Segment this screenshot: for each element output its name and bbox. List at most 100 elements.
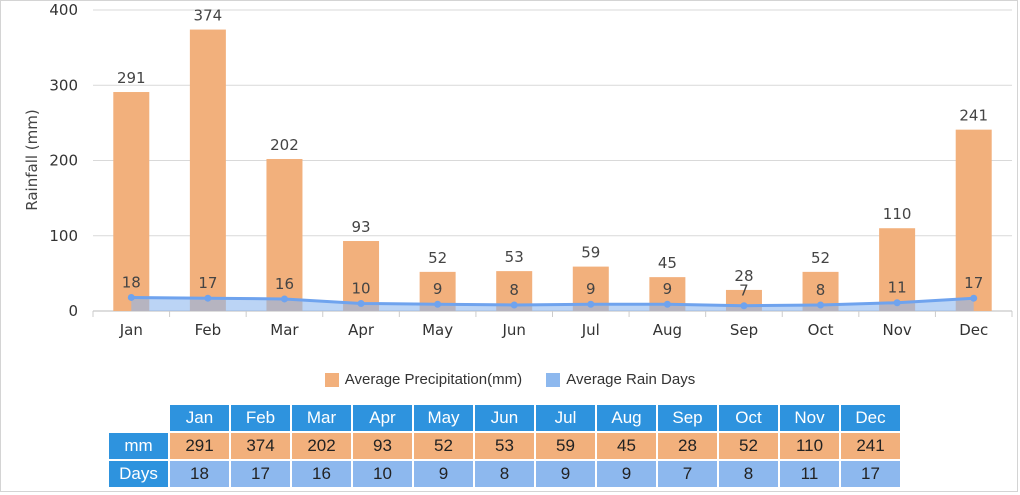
y-tick-label: 300 xyxy=(49,76,78,94)
rain-days-data-label: 8 xyxy=(509,281,519,299)
table-header-cell: Oct xyxy=(719,405,778,431)
table-cell-mm: 241 xyxy=(841,433,900,459)
table-cell-days: 18 xyxy=(170,461,229,487)
table-cell-days: 9 xyxy=(414,461,473,487)
table-cell-days: 17 xyxy=(841,461,900,487)
x-tick-label: Jul xyxy=(581,321,600,339)
gridlines xyxy=(92,9,1013,317)
precipitation-data-label: 93 xyxy=(351,218,370,236)
precipitation-data-label: 59 xyxy=(581,244,600,262)
table-cell-days: 11 xyxy=(780,461,839,487)
table-cell-mm: 53 xyxy=(475,433,534,459)
precipitation-swatch xyxy=(324,372,339,387)
y-tick-label: 400 xyxy=(49,1,78,19)
precipitation-data-labels: 291 374 202 93 52 53 59 45 28 52 110 241 xyxy=(117,7,988,285)
rain-days-point xyxy=(893,299,901,307)
table-cell-mm: 28 xyxy=(658,433,717,459)
legend-item-rain-days[interactable]: Average Rain Days xyxy=(546,371,695,388)
table-header-cell: Feb xyxy=(231,405,290,431)
table-cell-mm: 291 xyxy=(170,433,229,459)
precipitation-data-label: 374 xyxy=(194,7,223,25)
rain-days-data-label: 9 xyxy=(586,280,596,298)
rain-days-line xyxy=(131,295,974,308)
precipitation-data-label: 53 xyxy=(505,248,524,266)
x-tick-label: Aug xyxy=(653,321,682,339)
rain-days-point xyxy=(357,299,365,307)
table-cell-days: 10 xyxy=(353,461,412,487)
table-cell-days: 8 xyxy=(475,461,534,487)
precipitation-data-label: 52 xyxy=(811,249,830,267)
table-cell-days: 16 xyxy=(292,461,351,487)
rain-days-point xyxy=(510,301,518,309)
x-tick-label: Jan xyxy=(119,321,143,339)
table-cell-mm: 59 xyxy=(536,433,595,459)
precipitation-data-label: 110 xyxy=(883,205,912,223)
legend-item-precipitation[interactable]: Average Precipitation(mm) xyxy=(324,371,523,388)
table-header-cell: Jun xyxy=(475,405,534,431)
legend-label-precipitation: Average Precipitation(mm) xyxy=(344,371,523,388)
rain-days-point xyxy=(740,302,748,310)
rain-days-point xyxy=(280,295,288,303)
table-cell-mm: 52 xyxy=(719,433,778,459)
x-tick-label: Mar xyxy=(270,321,299,339)
rain-days-data-labels: 18 17 16 10 9 8 9 9 7 8 11 17 xyxy=(122,273,984,299)
table-header-cell: Jan xyxy=(170,405,229,431)
x-axis-ticks: Jan Feb Mar Apr May Jun Jul Aug Sep Oct Nov Dec xyxy=(119,321,988,339)
rain-days-area-fill xyxy=(131,297,974,311)
table-cell-mm: 374 xyxy=(231,433,290,459)
rain-days-data-label: 11 xyxy=(888,279,907,297)
precipitation-data-label: 241 xyxy=(959,107,988,125)
x-tick-label: Apr xyxy=(348,321,375,339)
table-row-days: Days 18 17 16 10 9 8 9 9 7 8 11 17 xyxy=(109,461,900,487)
rain-days-data-label: 10 xyxy=(351,279,370,297)
table-header-row: Jan Feb Mar Apr May Jun Jul Aug Sep Oct Nov Dec xyxy=(109,405,900,431)
legend: Average Precipitation(mm) Average Rain D… xyxy=(0,371,1020,391)
legend-label-rain-days: Average Rain Days xyxy=(566,371,696,388)
x-tick-label: Dec xyxy=(959,321,988,339)
rain-days-swatch xyxy=(546,372,561,387)
rain-days-data-label: 7 xyxy=(739,282,749,300)
x-tick-label: Nov xyxy=(882,321,911,339)
table-cell-mm: 93 xyxy=(353,433,412,459)
x-tick-label: May xyxy=(422,321,453,339)
x-tick-label: Sep xyxy=(730,321,758,339)
table-cell-mm: 52 xyxy=(414,433,473,459)
rain-days-data-label: 17 xyxy=(198,274,217,292)
table-header-cell: May xyxy=(414,405,473,431)
precipitation-bar xyxy=(955,129,992,311)
precipitation-bar xyxy=(189,29,226,311)
rain-days-point xyxy=(434,300,442,308)
precipitation-bar xyxy=(113,92,150,312)
rain-days-data-label: 9 xyxy=(433,280,443,298)
precipitation-data-label: 291 xyxy=(117,69,146,87)
table-header-cell: Jul xyxy=(536,405,595,431)
precipitation-bar xyxy=(343,241,380,311)
x-tick-label: Feb xyxy=(195,321,222,339)
rain-days-point xyxy=(663,300,671,308)
rain-days-point xyxy=(127,293,135,301)
table-header-cell: Sep xyxy=(658,405,717,431)
precipitation-data-label: 202 xyxy=(270,136,299,154)
row-label-mm: mm xyxy=(109,433,168,459)
rain-days-point xyxy=(817,301,825,309)
rain-days-data-label: 17 xyxy=(964,274,983,292)
rain-days-data-label: 9 xyxy=(663,280,673,298)
precipitation-data-label: 28 xyxy=(734,267,753,285)
rain-days-data-label: 18 xyxy=(122,273,141,291)
y-axis-label: Rainfall (mm) xyxy=(23,109,41,210)
y-tick-label: 0 xyxy=(68,302,78,320)
x-tick-label: Oct xyxy=(808,321,834,339)
climate-table: Jan Feb Mar Apr May Jun Jul Aug Sep Oct Nov Dec mm … xyxy=(107,403,902,489)
table-cell-mm: 110 xyxy=(780,433,839,459)
rainfall-chart: 0 100 200 300 400 Rainfall (mm) 291 374 202 93 5… xyxy=(23,1,1013,339)
rain-days-point xyxy=(587,300,595,308)
precipitation-bar xyxy=(266,158,303,311)
table-row-mm: mm 291 374 202 93 52 53 59 45 28 52 110 241 xyxy=(109,433,900,459)
rain-days-point xyxy=(204,294,212,302)
row-label-days: Days xyxy=(109,461,168,487)
table-header-cell: Mar xyxy=(292,405,351,431)
table-cell-days: 8 xyxy=(719,461,778,487)
table-header-cell: Apr xyxy=(353,405,412,431)
y-tick-label: 100 xyxy=(49,227,78,245)
table-header-cell: Dec xyxy=(841,405,900,431)
